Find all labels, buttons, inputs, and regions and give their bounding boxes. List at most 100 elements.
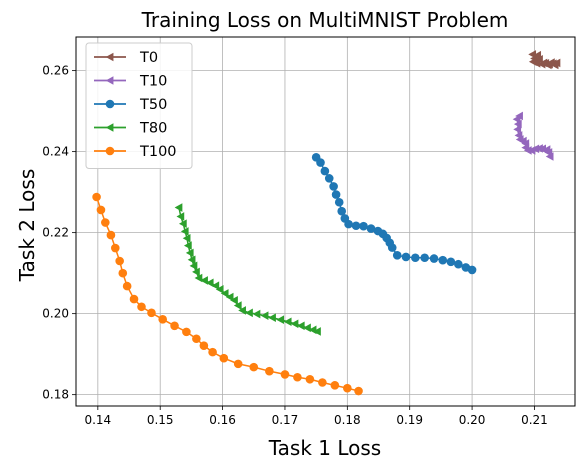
- y-tick-label: 0.24: [42, 145, 69, 159]
- series-t100-point: [129, 294, 139, 304]
- series-t80-point: [268, 313, 276, 322]
- series-layer: [92, 50, 561, 396]
- series-t50-point: [411, 253, 420, 263]
- x-tick-label: 0.19: [396, 413, 423, 427]
- legend-item-t0: T0: [94, 50, 158, 66]
- series-t100-point: [101, 218, 110, 227]
- series-t80-point: [182, 234, 191, 243]
- series-t100-point: [305, 374, 315, 384]
- series-t100-point: [318, 378, 327, 387]
- series-t80-point: [225, 292, 234, 302]
- series-t100-point: [208, 347, 217, 357]
- series-t80-point: [215, 285, 224, 294]
- series-t50: [311, 152, 477, 275]
- axis-ticks: 0.14 0.15 0.16 0.17 0.18 0.19 0.20 0.21 0.18 0.20…: [42, 64, 548, 427]
- x-tick-label: 0.17: [272, 413, 299, 427]
- series-t80-point: [252, 309, 261, 319]
- series-t80-point: [220, 289, 229, 298]
- plot-frame: [75, 36, 576, 407]
- series-t50-point: [316, 158, 325, 167]
- legend-item-t80: T80: [94, 121, 167, 137]
- series-t100-point: [158, 315, 168, 324]
- series-t100-point: [199, 341, 209, 350]
- series-t100-point: [192, 334, 201, 344]
- legend: T0 T10 T50 T80 T100: [85, 42, 193, 169]
- legend-swatch-marker: [105, 123, 114, 132]
- series-t80-point: [178, 219, 187, 229]
- legend-box: [85, 42, 193, 169]
- series-t100: [92, 192, 363, 396]
- series-t100-point: [219, 353, 229, 363]
- series-t100-point: [293, 372, 302, 382]
- series-t100-point: [106, 230, 116, 240]
- x-tick-label: 0.18: [334, 413, 361, 427]
- series-t80-point: [185, 248, 194, 258]
- series-t80-point: [290, 319, 299, 329]
- legend-item-t50: T50: [94, 97, 167, 113]
- series-t80-point: [296, 321, 305, 331]
- series-t10-point: [512, 114, 521, 124]
- series-t0-point: [535, 54, 543, 64]
- series-t80-point: [238, 306, 246, 315]
- series-t50-point: [366, 224, 376, 233]
- series-t80-point: [211, 281, 220, 290]
- series-t80-point: [187, 255, 196, 265]
- series-t80-point: [276, 315, 285, 325]
- x-tick-label: 0.14: [84, 413, 111, 427]
- series-t100-point: [96, 205, 106, 215]
- series-t100-point: [233, 359, 243, 369]
- x-tick-label: 0.21: [521, 413, 548, 427]
- series-t80-point: [194, 273, 203, 283]
- legend-label: T10: [139, 74, 167, 90]
- series-t80-point: [233, 301, 242, 310]
- series-t100-point: [265, 366, 274, 376]
- series-t80-point: [205, 278, 214, 288]
- series-t80-point: [183, 241, 192, 250]
- legend-item-t10: T10: [94, 74, 167, 90]
- y-tick-label: 0.18: [42, 388, 69, 402]
- series-t100-point: [249, 362, 259, 372]
- series-t50-point: [320, 166, 330, 176]
- series-t100-point: [118, 268, 128, 278]
- x-tick-label: 0.15: [147, 413, 174, 427]
- legend-label: T50: [139, 97, 167, 113]
- series-t50-point: [446, 257, 456, 267]
- series-t80-point: [192, 267, 200, 277]
- legend-swatch-marker: [105, 52, 114, 62]
- series-t80-point: [260, 311, 269, 320]
- series-t50-point: [351, 221, 361, 231]
- series-t100-point: [110, 243, 120, 253]
- series-t100-point: [115, 256, 124, 266]
- series-t80-point: [180, 227, 189, 236]
- legend-item-t100: T100: [94, 144, 177, 160]
- legend-swatch-marker: [105, 76, 114, 85]
- series-t50-point: [337, 206, 347, 216]
- series-t50-point: [454, 259, 463, 269]
- series-t10-point: [531, 144, 540, 154]
- legend-swatch-marker: [105, 99, 115, 109]
- series-t50-point: [334, 197, 344, 207]
- series-t10-point: [538, 144, 546, 154]
- series-t80-point: [174, 203, 183, 212]
- series-t100-line: [95, 196, 359, 392]
- series-t50-point: [392, 251, 402, 260]
- series-t80-point: [230, 295, 238, 305]
- series-t80-point: [245, 308, 253, 318]
- series-t10-point: [513, 125, 522, 134]
- y-tick-label: 0.20: [42, 307, 69, 321]
- series-t100-point: [343, 383, 352, 393]
- series-t50-point: [331, 190, 341, 199]
- x-axis-label: Task 1 Loss: [268, 436, 381, 460]
- legend-label: T100: [139, 144, 177, 160]
- legend-label: T80: [139, 121, 167, 137]
- series-t10: [512, 111, 554, 161]
- series-t100-point: [182, 327, 191, 337]
- x-tick-label: 0.16: [209, 413, 236, 427]
- series-t80: [174, 203, 321, 336]
- series-t50-point: [359, 221, 368, 231]
- y-tick-label: 0.22: [42, 226, 69, 240]
- series-t0-point: [539, 58, 548, 68]
- series-t10-point: [545, 152, 554, 161]
- series-t100-point: [170, 321, 179, 331]
